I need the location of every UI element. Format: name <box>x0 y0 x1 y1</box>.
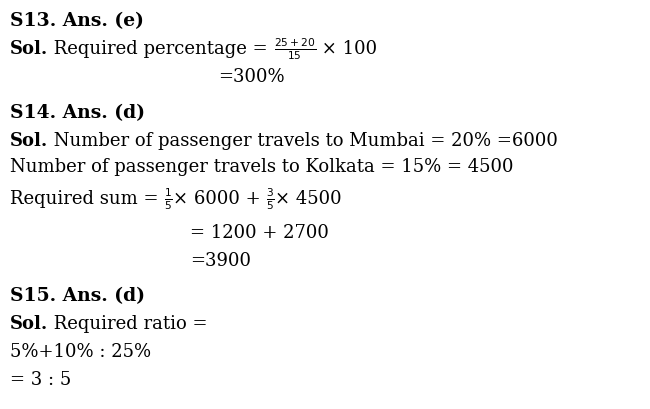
Text: = 1200 + 2700: = 1200 + 2700 <box>190 224 329 242</box>
Text: $\mathregular{\frac{1}{5}}$: $\mathregular{\frac{1}{5}}$ <box>164 186 173 211</box>
Text: S13. Ans. (e): S13. Ans. (e) <box>10 12 144 30</box>
Text: × 100: × 100 <box>316 40 377 58</box>
Text: S15. Ans. (d): S15. Ans. (d) <box>10 287 145 305</box>
Text: 5%+10% : 25%: 5%+10% : 25% <box>10 343 151 361</box>
Text: $\mathregular{\frac{3}{5}}$: $\mathregular{\frac{3}{5}}$ <box>266 186 275 211</box>
Text: Required sum =: Required sum = <box>10 190 164 208</box>
Text: = 3 : 5: = 3 : 5 <box>10 371 72 389</box>
Text: S14. Ans. (d): S14. Ans. (d) <box>10 104 145 122</box>
Text: =300%: =300% <box>218 68 285 86</box>
Text: Required ratio =: Required ratio = <box>48 315 208 333</box>
Text: Number of passenger travels to Mumbai = 20% =6000: Number of passenger travels to Mumbai = … <box>48 132 558 150</box>
Text: Sol.: Sol. <box>10 315 48 333</box>
Text: × 4500: × 4500 <box>275 190 342 208</box>
Text: Sol.: Sol. <box>10 132 48 150</box>
Text: Sol.: Sol. <box>10 40 48 58</box>
Text: =3900: =3900 <box>190 252 251 270</box>
Text: Required percentage =: Required percentage = <box>48 40 274 58</box>
Text: × 6000 +: × 6000 + <box>173 190 266 208</box>
Text: $\mathregular{\frac{25+20}{15}}$: $\mathregular{\frac{25+20}{15}}$ <box>274 36 316 62</box>
Text: Number of passenger travels to Kolkata = 15% = 4500: Number of passenger travels to Kolkata =… <box>10 158 514 176</box>
